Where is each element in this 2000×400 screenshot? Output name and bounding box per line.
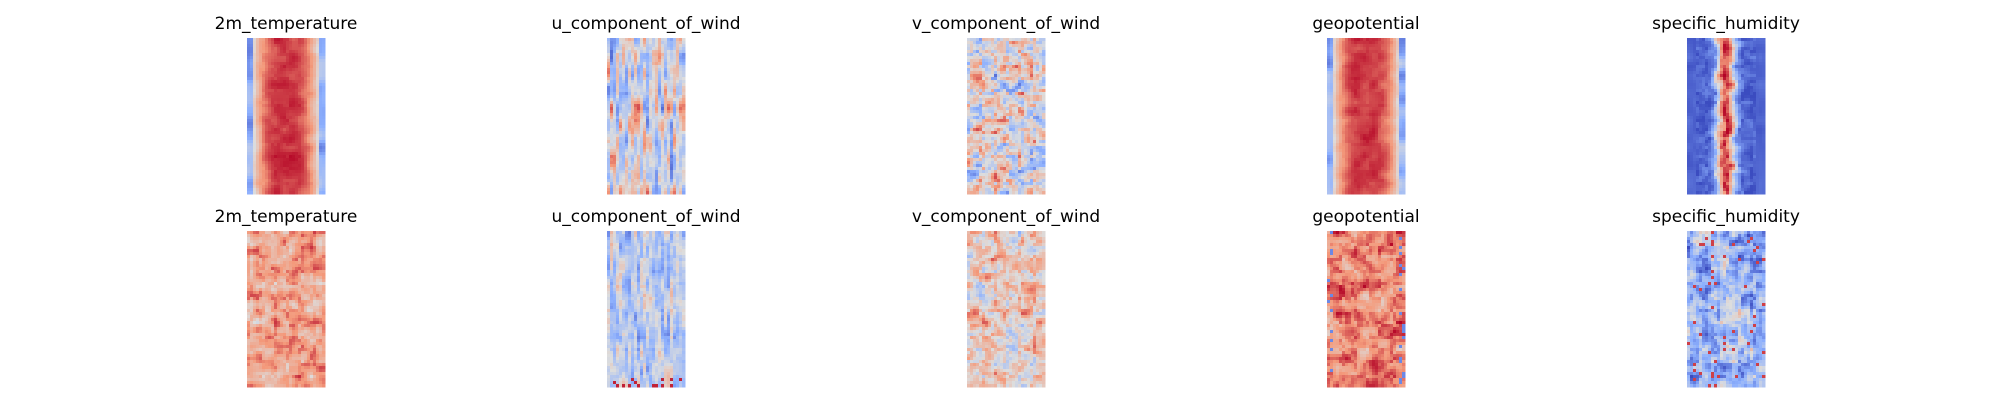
heatmap-image [1687, 231, 1765, 387]
heatmap-panel-2-1: 2m_temperature [215, 207, 358, 387]
heatmap-panel-1-3: v_component_of_wind [912, 14, 1100, 194]
panel-title: 2m_temperature [215, 14, 358, 34]
panel-title: u_component_of_wind [551, 207, 740, 227]
heatmap-panel-1-4: geopotential [1312, 14, 1419, 194]
heatmap-panel-1-1: 2m_temperature [215, 14, 358, 194]
heatmap-image [607, 231, 685, 387]
heatmap-panel-2-5: specific_humidity [1652, 207, 1800, 387]
heatmap-panel-2-4: geopotential [1312, 207, 1419, 387]
panel-title: specific_humidity [1652, 14, 1800, 34]
panel-title: v_component_of_wind [912, 14, 1100, 34]
heatmap-image [1327, 231, 1405, 387]
panel-title: 2m_temperature [215, 207, 358, 227]
heatmap-panel-2-2: u_component_of_wind [551, 207, 740, 387]
panel-title: geopotential [1312, 14, 1419, 34]
heatmap-panel-1-2: u_component_of_wind [551, 14, 740, 194]
heatmap-image [247, 38, 325, 194]
panel-title: specific_humidity [1652, 207, 1800, 227]
heatmap-image [1327, 38, 1405, 194]
heatmap-image [967, 231, 1045, 387]
panel-title: geopotential [1312, 207, 1419, 227]
heatmap-image [247, 231, 325, 387]
heatmap-image [607, 38, 685, 194]
heatmap-image [967, 38, 1045, 194]
panel-title: v_component_of_wind [912, 207, 1100, 227]
panel-title: u_component_of_wind [551, 14, 740, 34]
heatmap-panel-2-3: v_component_of_wind [912, 207, 1100, 387]
heatmap-panel-1-5: specific_humidity [1652, 14, 1800, 194]
heatmap-image [1687, 38, 1765, 194]
